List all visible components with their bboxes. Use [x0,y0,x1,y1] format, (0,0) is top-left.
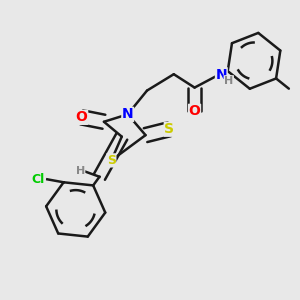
Text: O: O [189,104,200,118]
Text: H: H [76,166,85,176]
Text: H: H [224,76,233,86]
Text: O: O [76,110,88,124]
Text: Cl: Cl [32,173,45,186]
Text: N: N [122,107,134,121]
Text: N: N [215,68,227,82]
Text: S: S [164,122,174,136]
Text: S: S [107,154,116,167]
